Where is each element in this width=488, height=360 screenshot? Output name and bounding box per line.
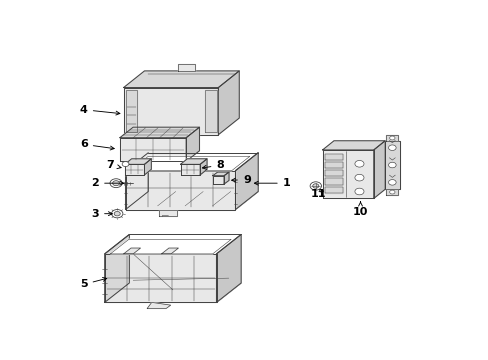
Text: 6: 6 xyxy=(80,139,114,150)
Polygon shape xyxy=(123,71,239,87)
Circle shape xyxy=(354,188,363,195)
Circle shape xyxy=(354,161,363,167)
Polygon shape xyxy=(125,192,258,210)
Polygon shape xyxy=(177,64,194,71)
Polygon shape xyxy=(186,127,199,161)
Text: 11: 11 xyxy=(310,189,326,199)
Polygon shape xyxy=(200,159,206,175)
Polygon shape xyxy=(110,239,231,254)
Text: 10: 10 xyxy=(352,202,367,217)
Text: 4: 4 xyxy=(80,105,120,115)
Polygon shape xyxy=(324,153,343,159)
Text: 2: 2 xyxy=(91,178,123,188)
Polygon shape xyxy=(124,164,144,175)
Polygon shape xyxy=(386,135,398,141)
Polygon shape xyxy=(235,153,258,210)
Polygon shape xyxy=(104,283,241,302)
Polygon shape xyxy=(385,141,399,189)
Polygon shape xyxy=(224,172,228,184)
Polygon shape xyxy=(322,141,385,150)
Polygon shape xyxy=(130,156,249,171)
Polygon shape xyxy=(386,189,398,195)
Polygon shape xyxy=(104,234,129,302)
Polygon shape xyxy=(158,210,177,216)
Text: 7: 7 xyxy=(106,160,121,170)
Polygon shape xyxy=(123,87,218,135)
Circle shape xyxy=(114,211,120,216)
Polygon shape xyxy=(324,187,343,193)
Circle shape xyxy=(354,174,363,181)
Polygon shape xyxy=(212,176,224,184)
Circle shape xyxy=(389,136,394,140)
Polygon shape xyxy=(147,302,170,309)
Polygon shape xyxy=(218,71,239,135)
Polygon shape xyxy=(120,127,199,138)
Text: 9: 9 xyxy=(231,175,250,185)
Polygon shape xyxy=(125,171,235,210)
Text: 5: 5 xyxy=(80,278,106,289)
Circle shape xyxy=(111,210,122,218)
Polygon shape xyxy=(324,179,343,185)
Text: 8: 8 xyxy=(202,160,224,170)
Polygon shape xyxy=(322,150,373,198)
Circle shape xyxy=(110,179,122,188)
Polygon shape xyxy=(373,141,385,198)
Circle shape xyxy=(112,181,119,186)
Circle shape xyxy=(389,190,394,194)
Circle shape xyxy=(122,162,129,167)
Polygon shape xyxy=(125,90,137,132)
Text: 1: 1 xyxy=(254,178,290,188)
Circle shape xyxy=(388,180,395,185)
Polygon shape xyxy=(125,153,148,210)
Polygon shape xyxy=(124,159,151,164)
Polygon shape xyxy=(120,138,186,161)
Polygon shape xyxy=(144,159,151,175)
Polygon shape xyxy=(161,248,178,254)
Polygon shape xyxy=(180,159,206,164)
Polygon shape xyxy=(180,164,200,175)
Circle shape xyxy=(388,145,395,150)
Polygon shape xyxy=(324,170,343,176)
Polygon shape xyxy=(212,172,228,176)
Polygon shape xyxy=(324,162,343,168)
Circle shape xyxy=(388,162,395,168)
Polygon shape xyxy=(216,234,241,302)
Circle shape xyxy=(309,182,321,190)
Text: 3: 3 xyxy=(91,209,112,219)
Circle shape xyxy=(312,184,318,188)
Polygon shape xyxy=(205,90,216,132)
Polygon shape xyxy=(104,254,216,302)
Polygon shape xyxy=(123,248,140,254)
